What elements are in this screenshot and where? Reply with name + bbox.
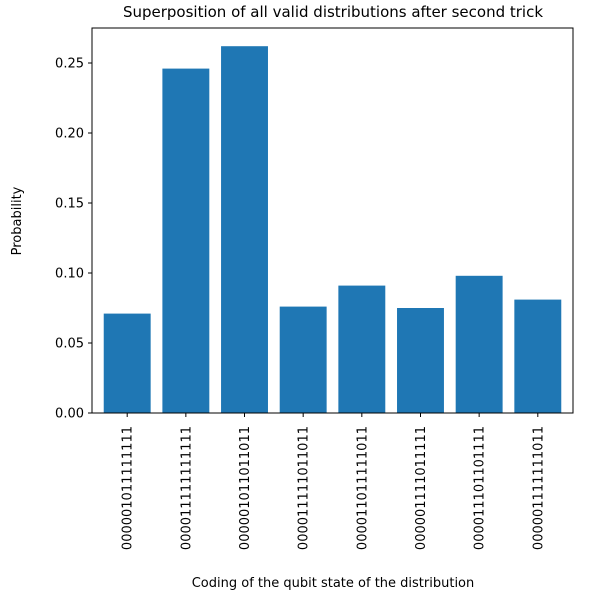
bar-5 (397, 308, 444, 413)
bar-3 (279, 306, 327, 413)
bar-2 (221, 46, 268, 413)
bar-6 (455, 275, 503, 413)
x-tick-label: 000011101101111 (473, 426, 488, 550)
bar-0 (103, 313, 151, 413)
x-tick-label: 000001011111111 (121, 426, 136, 550)
bar-7 (514, 299, 562, 413)
x-axis-label: Coding of the qubit state of the distrib… (192, 576, 475, 591)
x-tick-label: 000001111011111 (414, 426, 429, 550)
y-tick-label: 0.15 (55, 197, 84, 212)
bar-1 (162, 68, 210, 413)
x-tick-label: 000001011011011 (238, 426, 253, 550)
bar-4 (338, 285, 386, 413)
y-tick-label: 0.25 (55, 57, 84, 72)
y-tick-label: 0.20 (55, 127, 84, 142)
y-tick-label: 0.10 (55, 267, 84, 282)
plot-frame (91, 27, 574, 414)
x-tick-label: 000011011111011 (355, 426, 370, 550)
x-tick-label: 000001111111011 (531, 426, 546, 550)
chart-title: Superposition of all valid distributions… (123, 3, 543, 21)
y-axis: 0.00 0.05 0.10 0.15 0.20 0.25 (55, 57, 92, 422)
x-tick-label: 000011111111111 (179, 426, 194, 550)
x-axis: 000001011111111 000011111111111 0000010110… (121, 413, 546, 550)
bars-group (103, 46, 562, 413)
y-tick-label: 0.00 (55, 407, 84, 422)
y-tick-label: 0.05 (55, 337, 84, 352)
y-axis-label: Probability (10, 186, 25, 255)
x-tick-label: 000011111011011 (297, 426, 312, 550)
